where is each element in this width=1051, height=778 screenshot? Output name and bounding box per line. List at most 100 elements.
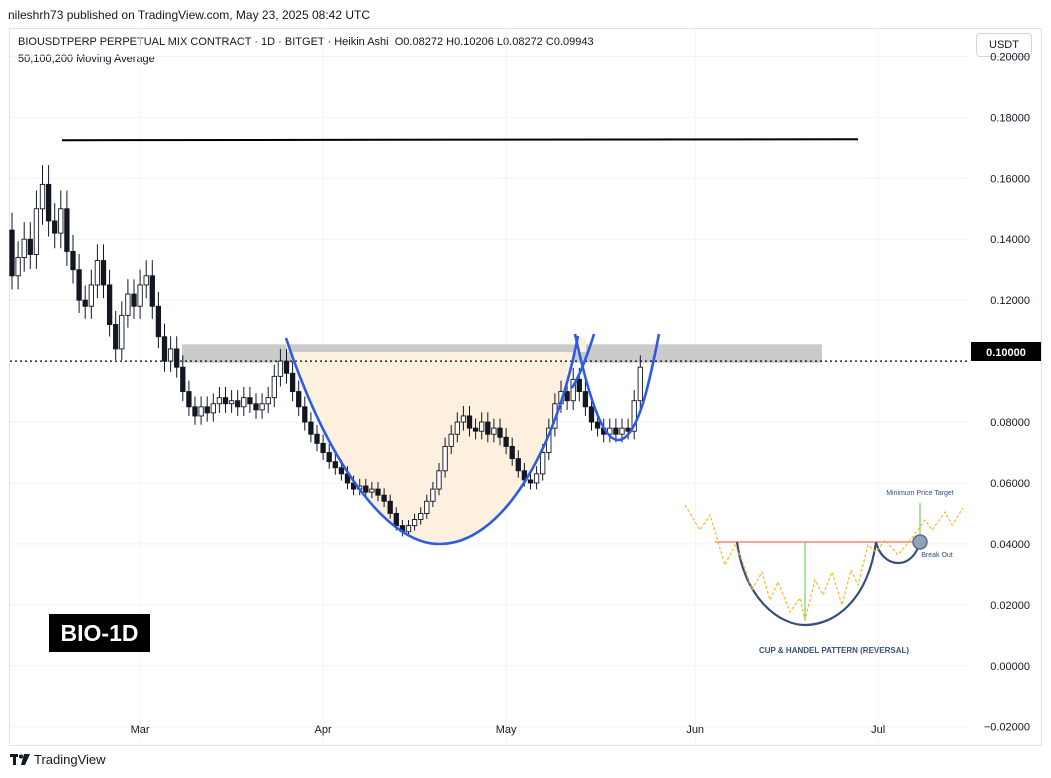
- candle: [149, 260, 155, 319]
- candle-body: [576, 378, 582, 393]
- candle-body: [241, 397, 247, 408]
- candle-body: [320, 442, 326, 453]
- candle: [442, 437, 448, 478]
- inset-price-path: [684, 504, 964, 621]
- candle-body: [326, 452, 332, 463]
- candle-body: [393, 512, 399, 527]
- candle: [302, 396, 308, 431]
- publish-credit: nileshrh73 published on TradingView.com,…: [8, 8, 370, 22]
- candle-body: [192, 406, 198, 417]
- candle: [466, 405, 473, 437]
- candle: [192, 396, 198, 425]
- candle-body: [113, 324, 119, 350]
- candle-body: [33, 208, 40, 255]
- candle: [277, 348, 284, 387]
- candle-body: [332, 461, 338, 469]
- cup-curve: [284, 335, 580, 546]
- candle-body: [582, 391, 589, 408]
- candle: [15, 241, 21, 290]
- candle-body: [430, 488, 436, 502]
- current-price-label: 0.10000: [986, 347, 1026, 359]
- candle-body: [277, 360, 284, 377]
- inset-cup-curve: [735, 541, 878, 627]
- candle-body: [82, 299, 88, 307]
- candle: [332, 453, 338, 475]
- candle: [143, 260, 149, 299]
- candle-body: [283, 360, 290, 374]
- candle-body: [442, 445, 448, 472]
- tradingview-brand: TradingView: [34, 752, 106, 767]
- y-tick-label: 0.06000: [990, 478, 1030, 490]
- candle: [94, 244, 101, 299]
- candle-body: [174, 348, 180, 368]
- candle: [308, 412, 314, 443]
- candle: [411, 513, 418, 531]
- candle: [100, 244, 107, 299]
- candle-body: [405, 525, 412, 533]
- candle: [320, 434, 326, 460]
- currency-button[interactable]: USDT: [976, 33, 1032, 57]
- candle: [174, 336, 180, 378]
- y-tick-label: 0.08000: [990, 417, 1030, 429]
- x-tick-label: Jul: [871, 724, 885, 736]
- candle-body: [527, 479, 534, 484]
- candle-body: [533, 473, 540, 484]
- candle-body: [418, 512, 424, 520]
- resistance-line: [61, 138, 859, 142]
- symbol-badge: BIO-1D: [49, 614, 150, 652]
- candle: [198, 396, 204, 425]
- candle-body: [186, 391, 192, 408]
- candle-body: [119, 314, 125, 350]
- x-tick-label: May: [496, 724, 517, 736]
- candle: [106, 269, 113, 337]
- candle-body: [45, 183, 52, 222]
- candle: [527, 472, 534, 490]
- cup-handle-illustration: Minimum Price Target Break Out CUP & HAN…: [684, 490, 964, 655]
- candle-body: [296, 391, 302, 408]
- breakout-marker: [912, 534, 928, 550]
- tradingview-footer[interactable]: TradingView: [10, 752, 106, 767]
- candle: [314, 424, 320, 452]
- candle-body: [27, 238, 33, 255]
- candle-body: [375, 488, 381, 496]
- cup-fill-area: [286, 338, 586, 545]
- candle-body: [314, 433, 320, 444]
- candle-body: [570, 378, 576, 402]
- candle: [570, 367, 576, 410]
- candle-body: [631, 400, 637, 432]
- candle: [253, 393, 259, 419]
- candle-body: [289, 372, 296, 393]
- symbol-info[interactable]: BIOUSDTPERP PERPETUAL MIX CONTRACT · 1D …: [18, 36, 389, 48]
- y-tick-label: 0.12000: [990, 295, 1030, 307]
- inset-title: CUP & HANDEL PATTERN (REVERSAL): [759, 646, 909, 655]
- y-tick-label: −0.02000: [984, 722, 1030, 734]
- candle: [418, 507, 424, 525]
- candle: [381, 488, 387, 508]
- x-tick-label: Mar: [131, 724, 150, 736]
- candle: [405, 520, 412, 537]
- current-price-box: [971, 342, 1041, 361]
- candle-body: [106, 284, 113, 325]
- inset-breakout-label: Break Out: [921, 552, 953, 559]
- candle-body: [363, 485, 369, 493]
- candle-body: [454, 421, 460, 435]
- candle: [454, 412, 460, 443]
- candle: [582, 380, 589, 416]
- candle-body: [588, 406, 595, 423]
- candle: [497, 418, 503, 446]
- candle-body: [302, 406, 308, 423]
- candle-body: [509, 445, 515, 460]
- candle-body: [479, 421, 485, 432]
- candle: [283, 348, 290, 384]
- candle: [485, 412, 491, 443]
- candle-body: [100, 260, 107, 286]
- candle-body: [265, 397, 271, 405]
- candle: [131, 279, 137, 319]
- candle: [228, 390, 235, 413]
- candle: [375, 481, 381, 502]
- candle: [479, 412, 485, 440]
- candle-body: [58, 208, 64, 234]
- candle-body: [161, 336, 168, 362]
- ohlc-low: L0.08272: [496, 36, 543, 48]
- candle: [167, 336, 174, 372]
